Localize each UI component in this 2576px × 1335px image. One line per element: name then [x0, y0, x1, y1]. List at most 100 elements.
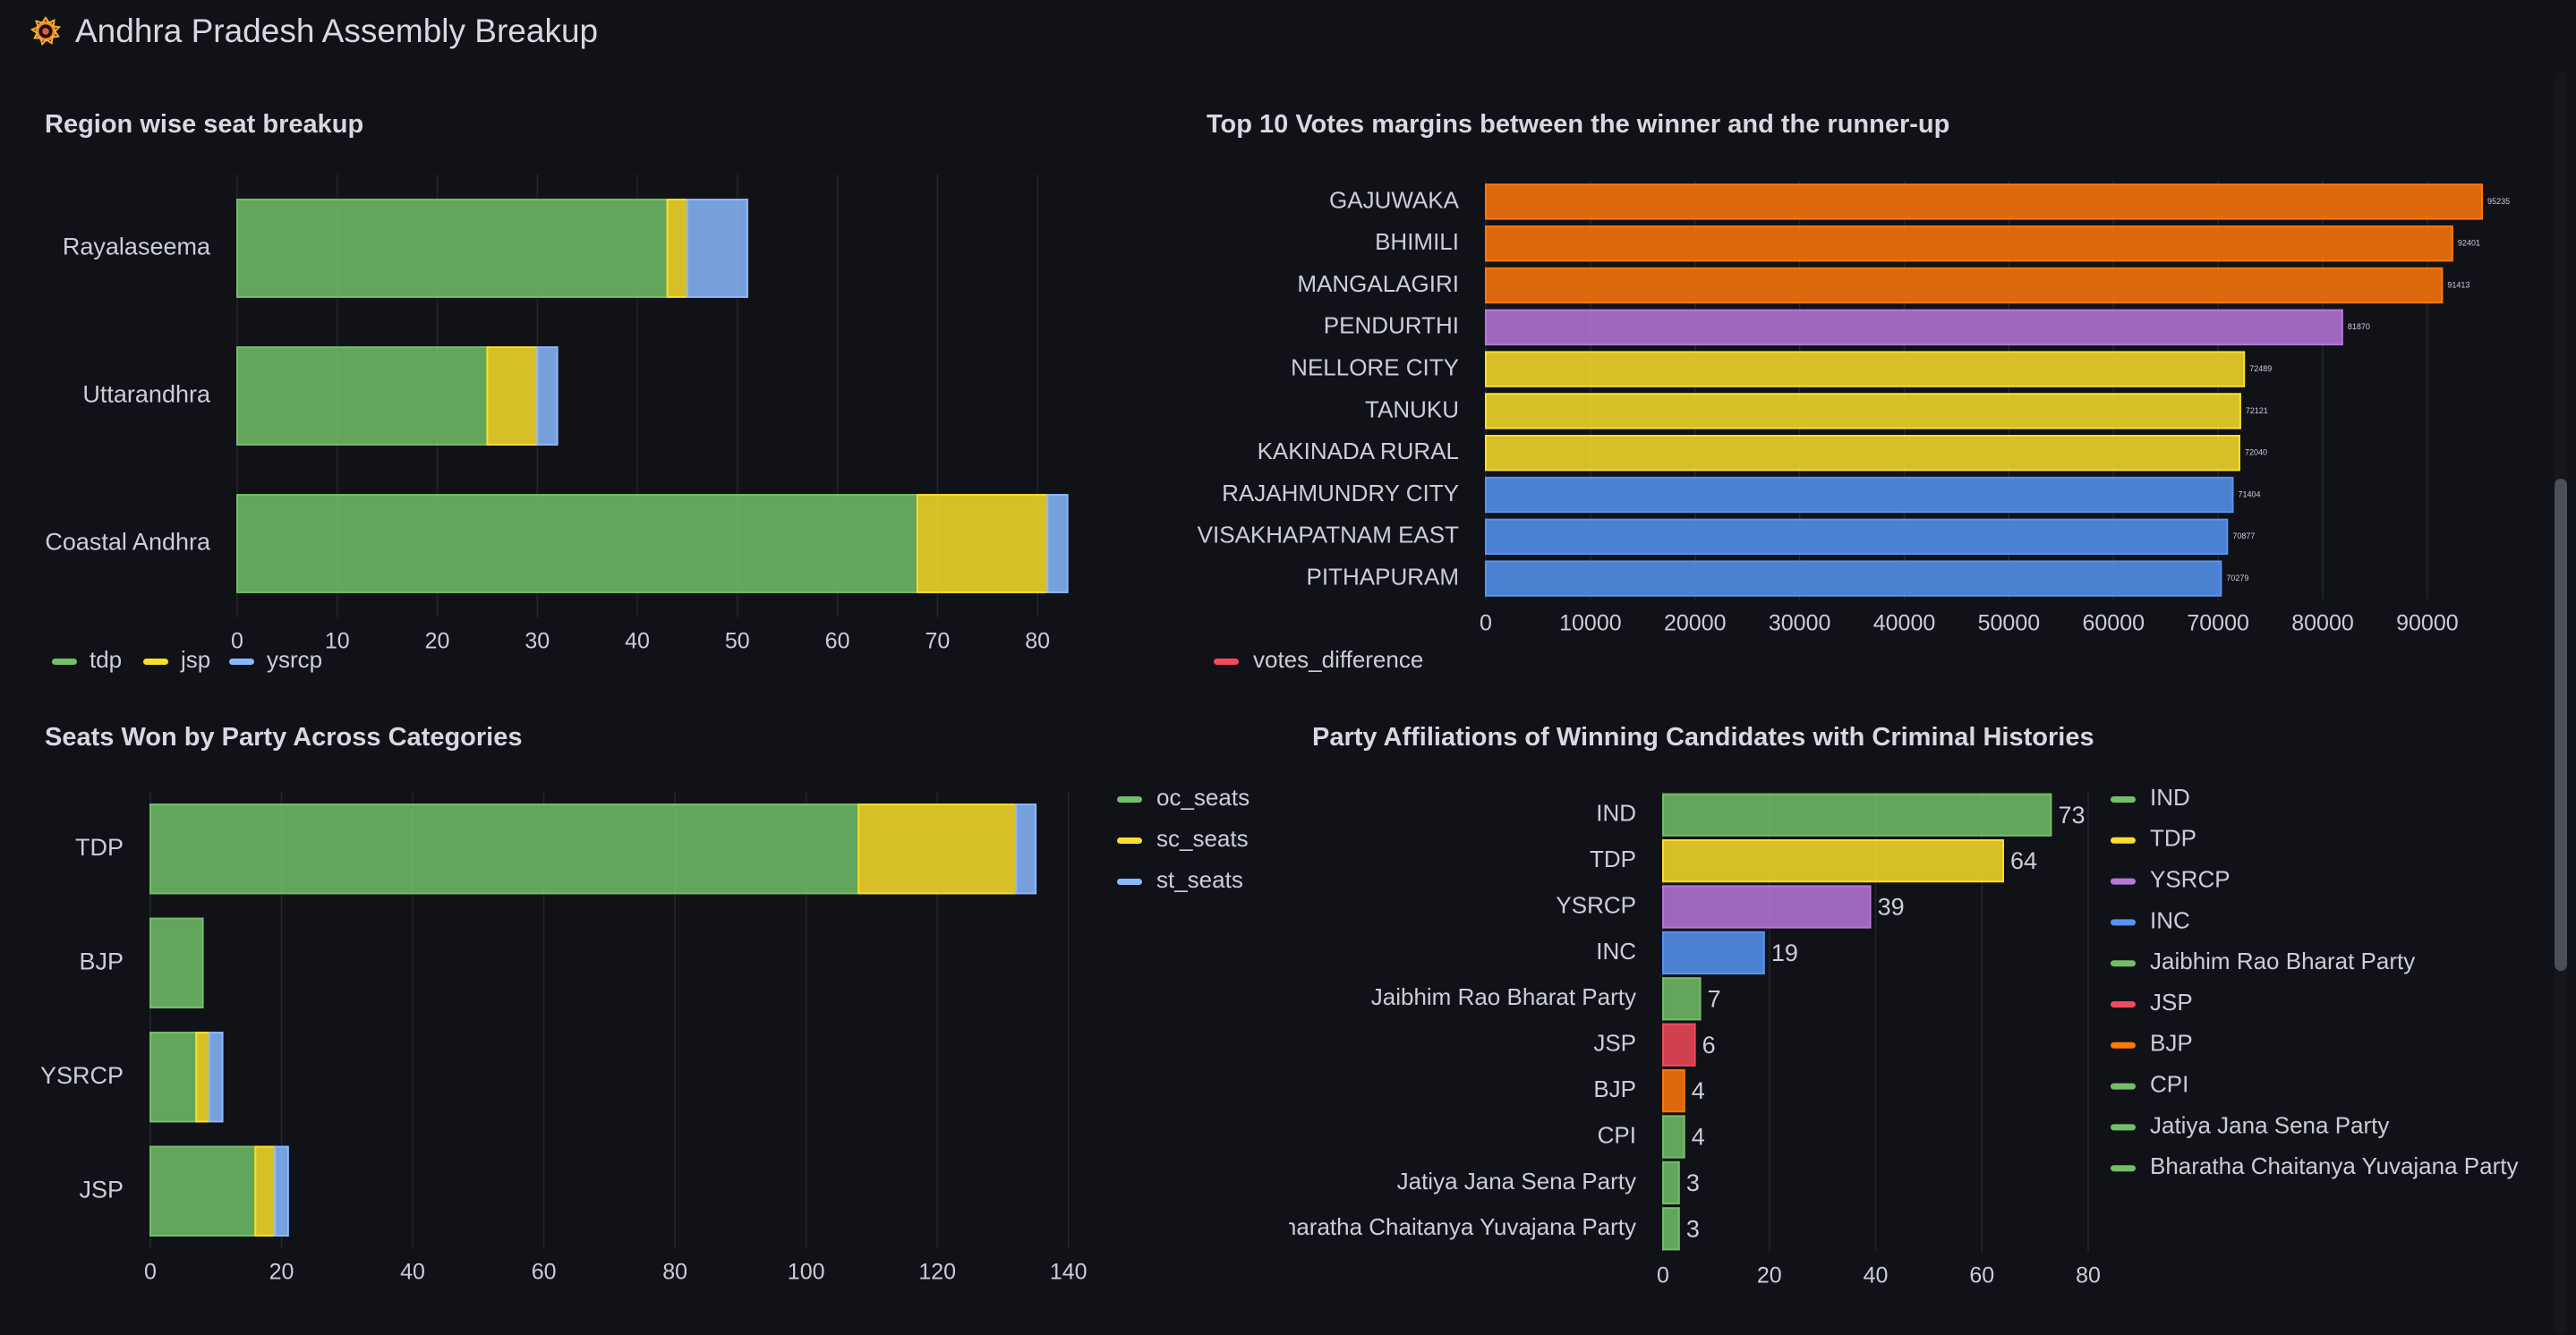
legend-swatch-ind: [2111, 796, 2136, 803]
legend-swatch-tdp: [2111, 837, 2136, 844]
x-tick-label: 20: [1757, 1263, 1782, 1288]
x-tick-label: 60000: [2082, 611, 2145, 636]
y-tick-label-visakhapatnam-east: VISAKHAPATNAM EAST: [1198, 522, 1459, 548]
legend-label-inc: INC: [2150, 906, 2190, 933]
bar-bharatha-chaitanya-yuvajana-party: [1662, 1207, 1680, 1251]
bar-oc-seats-bjp: [149, 917, 204, 1008]
y-tick-label-jsp: JSP: [79, 1176, 124, 1203]
bar-cpi: [1662, 1115, 1685, 1159]
legend-swatch-jsp: [2111, 1001, 2136, 1008]
data-label: 70279: [2226, 574, 2248, 582]
panel-title-criminal[interactable]: Party Affiliations of Winning Candidates…: [1312, 723, 2094, 752]
legend-label-jsp: jsp: [180, 646, 210, 673]
x-tick-label: 0: [1657, 1263, 1669, 1288]
data-label: 71404: [2239, 489, 2261, 498]
panel-title-region[interactable]: Region wise seat breakup: [45, 110, 364, 139]
legend-label-sc-seats: sc_seats: [1156, 825, 1249, 852]
y-tick-label-ind: IND: [1596, 800, 1636, 827]
legend-label-jsp: JSP: [2150, 989, 2193, 1016]
legend-swatch-cpi: [2111, 1083, 2136, 1090]
x-tick-label: 70: [925, 629, 950, 654]
data-label: 92401: [2458, 239, 2480, 248]
y-tick-label-uttarandhra: Uttarandhra: [82, 381, 211, 408]
x-tick-label: 20000: [1664, 611, 1727, 636]
data-label: 3: [1686, 1215, 1700, 1242]
legend-swatch-jatiya-jana-sena-party: [2111, 1124, 2136, 1131]
legend-label-ysrcp: YSRCP: [2150, 865, 2231, 892]
y-tick-label-ysrcp: YSRCP: [1556, 891, 1636, 918]
legend-label-ind: IND: [2150, 784, 2190, 811]
x-tick-label: 40: [1864, 1263, 1889, 1288]
legend-swatch-tdp: [52, 659, 77, 665]
bar-tanuku: [1485, 393, 2241, 429]
x-tick-label: 80: [2076, 1263, 2101, 1288]
y-tick-label-pendurthi: PENDURTHI: [1324, 312, 1459, 339]
data-label: 64: [2010, 847, 2037, 874]
legend-swatch-bjp: [2111, 1042, 2136, 1049]
x-tick-label: 50000: [1978, 611, 2041, 636]
legend-label-bjp: BJP: [2150, 1030, 2193, 1057]
legend-swatch-sc-seats: [1117, 838, 1142, 844]
legend-label-st-seats: st_seats: [1156, 866, 1243, 893]
legend-swatch-jsp: [143, 659, 168, 665]
y-tick-label-kakinada-rural: KAKINADA RURAL: [1258, 438, 1459, 464]
bar-oc-seats-tdp: [149, 804, 860, 895]
bar-tdp-coastal-andhra: [236, 494, 918, 593]
bar-oc-seats-ysrcp: [149, 1032, 198, 1123]
x-tick-label: 70000: [2187, 611, 2249, 636]
bar-sc-seats-jsp: [254, 1145, 277, 1237]
y-tick-label-bhimili: BHIMILI: [1375, 228, 1459, 255]
data-label: 7: [1708, 985, 1721, 1012]
data-label: 81870: [2348, 322, 2370, 331]
y-tick-label-tdp: TDP: [1590, 846, 1636, 872]
x-tick-label: 90000: [2396, 611, 2459, 636]
x-tick-label: 10000: [1559, 611, 1622, 636]
legend-swatch-votes-difference: [1214, 659, 1239, 665]
bar-jsp-uttarandhra: [486, 346, 539, 446]
panel-margins: Top 10 Votes margins between the winner …: [1181, 98, 2542, 698]
legend-label-tdp: tdp: [90, 646, 122, 673]
x-tick-label: 140: [1050, 1260, 1088, 1285]
x-tick-label: 40000: [1873, 611, 1936, 636]
margins-chart: 0 10000 20000 30000 40000 50000 60000 70000 8000…: [1198, 181, 2510, 673]
scrollbar[interactable]: [2546, 72, 2576, 1335]
y-tick-label-gajuwaka: GAJUWAKA: [1329, 186, 1460, 213]
x-tick-label: 20: [269, 1260, 294, 1285]
y-tick-label-nellore-city: NELLORE CITY: [1291, 353, 1459, 380]
bar-inc: [1662, 931, 1765, 975]
y-tick-label-coastal-andhra: Coastal Andhra: [45, 529, 211, 556]
panel-title-margins[interactable]: Top 10 Votes margins between the winner …: [1207, 110, 1950, 139]
x-tick-label: 60: [1969, 1263, 1994, 1288]
x-tick-label: 30: [525, 629, 550, 654]
bar-jatiya-jana-sena-party: [1662, 1161, 1680, 1205]
data-label: 72489: [2249, 364, 2272, 373]
bar-visakhapatnam-east: [1485, 518, 2229, 555]
y-tick-label-jaibhim-rao-bharat-party: Jaibhim Rao Bharat Party: [1371, 983, 1636, 1010]
bar-mangalagiri: [1485, 267, 2444, 304]
x-tick-label: 120: [918, 1260, 956, 1285]
bar-ysrcp-coastal-andhra: [1046, 494, 1069, 593]
x-tick-label: 80000: [2291, 611, 2354, 636]
dashboard-title[interactable]: Andhra Pradesh Assembly Breakup: [75, 13, 599, 49]
legend-label-jatiya-jana-sena-party: Jatiya Jana Sena Party: [2150, 1111, 2389, 1138]
grafana-logo-icon: [30, 16, 62, 47]
data-label: 4: [1692, 1124, 1705, 1151]
legend-swatch-ysrcp: [2111, 878, 2136, 885]
bar-jaibhim-rao-bharat-party: [1662, 977, 1702, 1021]
y-tick-label-rayalaseema: Rayalaseema: [63, 234, 211, 260]
bar-jsp-rayalaseema: [666, 199, 688, 298]
bar-pendurthi: [1485, 309, 2343, 345]
panel-title-categories[interactable]: Seats Won by Party Across Categories: [45, 723, 523, 752]
legend-swatch-oc-seats: [1117, 796, 1142, 803]
scrollbar-thumb[interactable]: [2555, 479, 2567, 971]
data-label: 4: [1692, 1077, 1705, 1104]
bar-sc-seats-ysrcp: [195, 1032, 210, 1123]
dashboard-header: Andhra Pradesh Assembly Breakup: [29, 9, 598, 54]
bar-tdp: [1662, 838, 2004, 883]
legend-swatch-bharatha-chaitanya-yuvajana-party: [2111, 1165, 2136, 1172]
data-label: 19: [1771, 940, 1798, 966]
legend-label-bharatha-chaitanya-yuvajana-party: Bharatha Chaitanya Yuvajana Party: [2150, 1152, 2518, 1179]
data-label: 91413: [2447, 280, 2469, 289]
x-tick-label: 60: [532, 1260, 557, 1285]
